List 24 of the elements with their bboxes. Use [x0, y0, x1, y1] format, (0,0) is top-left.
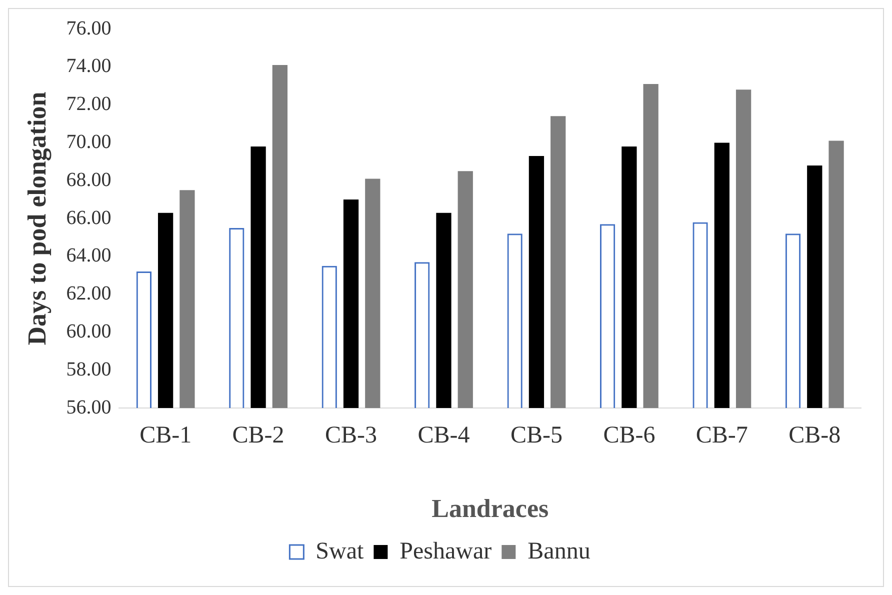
legend-label: Peshawar	[400, 538, 492, 564]
y-tick-label: 72.00	[66, 93, 112, 116]
x-axis-title: Landraces	[432, 494, 549, 524]
legend-label: Bannu	[528, 538, 590, 564]
y-tick-label: 68.00	[66, 168, 112, 191]
legend-label: Swat	[316, 538, 364, 564]
y-axis-title: Days to pod elongation	[22, 91, 52, 346]
y-tick-label: 70.00	[66, 130, 112, 153]
y-tick-label: 66.00	[66, 206, 112, 229]
x-tick-label: CB-4	[418, 422, 470, 449]
y-tick-label: 74.00	[66, 55, 112, 78]
x-tick-label: CB-8	[788, 422, 841, 449]
x-tick-label: CB-5	[510, 422, 562, 449]
y-tick-label: 60.00	[66, 320, 112, 342]
y-tick-label: 64.00	[66, 244, 112, 267]
x-tick-label: CB-6	[603, 422, 656, 449]
y-tick-label: 76.00	[66, 17, 112, 40]
y-tick-label: 62.00	[66, 282, 112, 305]
x-tick-label: CB-7	[696, 422, 748, 449]
y-tick-label: 56.00	[66, 396, 112, 418]
x-tick-label: CB-2	[232, 422, 284, 449]
y-tick-label: 58.00	[66, 358, 112, 380]
x-tick-label: CB-1	[140, 422, 192, 449]
x-tick-label: CB-3	[325, 422, 378, 449]
